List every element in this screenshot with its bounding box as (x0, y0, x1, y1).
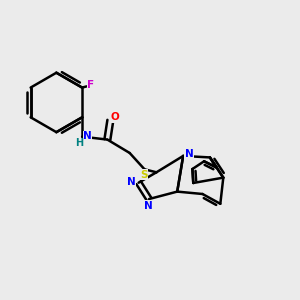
Text: N: N (144, 201, 153, 211)
Text: N: N (185, 149, 194, 160)
Text: O: O (110, 112, 119, 122)
Text: H: H (75, 138, 83, 148)
Text: N: N (127, 177, 136, 187)
Text: F: F (88, 80, 94, 90)
Text: N: N (83, 131, 92, 141)
Text: S: S (140, 170, 148, 180)
